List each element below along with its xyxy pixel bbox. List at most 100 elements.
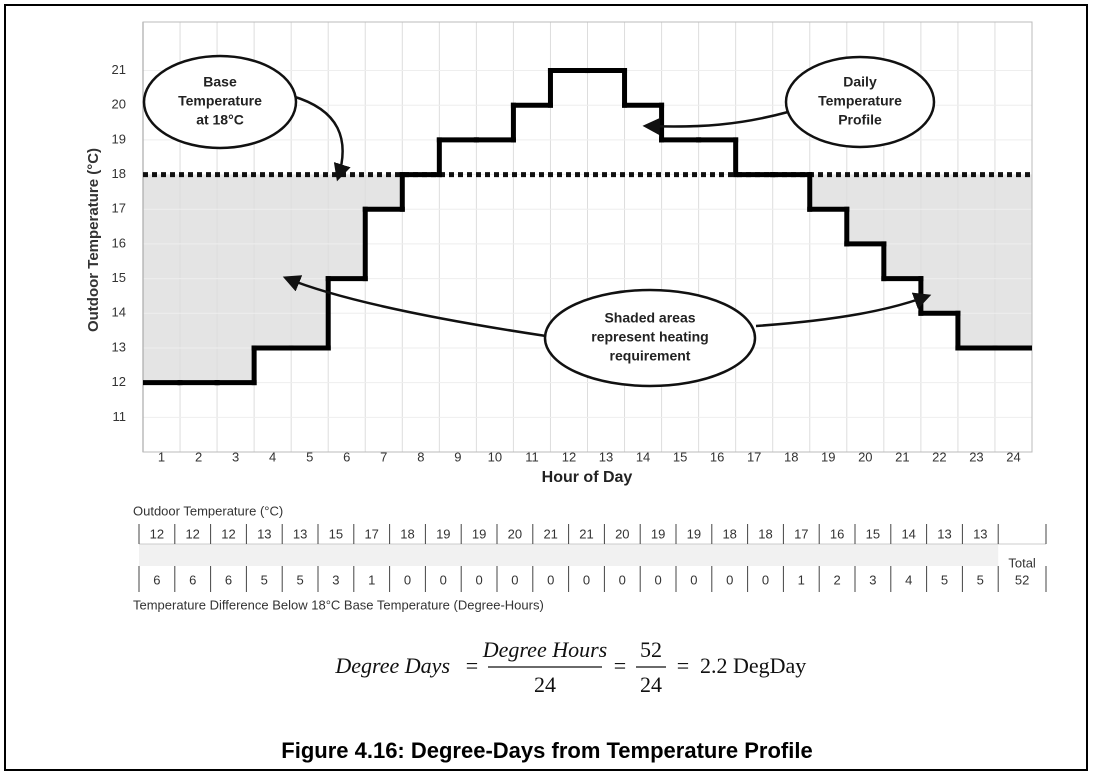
x-tick-label: 14 xyxy=(636,449,650,464)
difference-cell: 0 xyxy=(762,572,769,587)
temperature-cell: 19 xyxy=(436,526,450,541)
y-tick-label: 16 xyxy=(112,235,126,250)
x-tick-label: 21 xyxy=(895,449,909,464)
x-tick-label: 23 xyxy=(969,449,983,464)
difference-cell: 3 xyxy=(332,572,339,587)
difference-cell: 0 xyxy=(404,572,411,587)
temperature-cell: 13 xyxy=(257,526,271,541)
difference-cell: 4 xyxy=(905,572,912,587)
annotation-arrow xyxy=(755,292,932,328)
difference-cell: 5 xyxy=(977,572,984,587)
difference-cell: 6 xyxy=(153,572,160,587)
plot-frame xyxy=(142,21,1033,453)
annotation-text: Shaded areas xyxy=(604,310,695,326)
formula-denominator: 24 xyxy=(640,672,662,697)
y-axis-label: Outdoor Temperature (°C) xyxy=(85,148,102,332)
x-tick-label: 1 xyxy=(158,449,165,464)
x-tick-label: 3 xyxy=(232,449,239,464)
x-tick-label: 6 xyxy=(343,449,350,464)
temperature-cell: 21 xyxy=(543,526,557,541)
temperature-cell: 14 xyxy=(901,526,915,541)
temperature-cell: 13 xyxy=(293,526,307,541)
annotation-text: Temperature xyxy=(178,93,262,109)
annotation-text: requirement xyxy=(610,348,691,364)
x-tick-label: 15 xyxy=(673,449,687,464)
y-tick-label: 14 xyxy=(112,305,126,320)
annotation-arrow xyxy=(642,110,789,136)
difference-cell: 0 xyxy=(619,572,626,587)
x-tick-label: 22 xyxy=(932,449,946,464)
x-tick-label: 18 xyxy=(784,449,798,464)
table-label: Outdoor Temperature (°C) xyxy=(133,503,283,518)
heating-shade xyxy=(883,174,921,279)
temperature-cell: 12 xyxy=(150,526,164,541)
temperature-cell: 16 xyxy=(830,526,844,541)
difference-cell: 0 xyxy=(511,572,518,587)
annotation-text: Profile xyxy=(838,112,882,128)
annotation-text: Temperature xyxy=(818,93,902,109)
temperature-cell: 18 xyxy=(758,526,772,541)
temperature-cell: 18 xyxy=(400,526,414,541)
formula-denominator: 24 xyxy=(534,672,556,697)
total-label: Total xyxy=(1008,555,1036,570)
temperature-cell: 19 xyxy=(651,526,665,541)
x-tick-label: 4 xyxy=(269,449,276,464)
difference-cell: 0 xyxy=(654,572,661,587)
difference-cell: 0 xyxy=(475,572,482,587)
formula-numerator: Degree Hours xyxy=(482,637,607,662)
temperature-cell: 17 xyxy=(794,526,808,541)
difference-cell: 5 xyxy=(941,572,948,587)
x-tick-label: 8 xyxy=(417,449,424,464)
x-tick-label: 9 xyxy=(454,449,461,464)
x-tick-label: 2 xyxy=(195,449,202,464)
y-tick-label: 18 xyxy=(112,166,126,181)
annotation-text: Base xyxy=(203,74,237,90)
difference-cell: 2 xyxy=(833,572,840,587)
figure-title: Figure 4.16: Degree-Days from Temperatur… xyxy=(281,738,812,763)
y-tick-label: 15 xyxy=(112,270,126,285)
x-tick-label: 10 xyxy=(488,449,502,464)
x-tick-label: 13 xyxy=(599,449,613,464)
temperature-cell: 13 xyxy=(937,526,951,541)
difference-cell: 6 xyxy=(189,572,196,587)
difference-cell: 0 xyxy=(440,572,447,587)
x-tick-label: 17 xyxy=(747,449,761,464)
temperature-cell: 15 xyxy=(866,526,880,541)
heating-shade xyxy=(957,174,995,348)
heating-shade xyxy=(291,174,329,348)
formula-eq: = xyxy=(677,653,689,678)
x-tick-label: 11 xyxy=(525,449,539,464)
temperature-cell: 18 xyxy=(722,526,736,541)
y-tick-label: 13 xyxy=(112,339,126,354)
y-tick-label: 17 xyxy=(112,201,126,216)
temperature-cell: 12 xyxy=(185,526,199,541)
x-tick-label: 16 xyxy=(710,449,724,464)
heating-shade xyxy=(809,174,847,210)
x-tick-label: 24 xyxy=(1006,449,1020,464)
annotation-arrow xyxy=(291,94,351,182)
temperature-cell: 19 xyxy=(472,526,486,541)
formula-eq: = xyxy=(466,653,478,678)
x-axis-label: Hour of Day xyxy=(542,469,633,486)
annotation-bubble xyxy=(142,54,298,150)
temperature-cell: 20 xyxy=(508,526,522,541)
annotation-text: at 18°C xyxy=(196,112,244,128)
difference-cell: 3 xyxy=(869,572,876,587)
difference-cell: 0 xyxy=(547,572,554,587)
table-shade xyxy=(139,544,999,566)
difference-cell: 5 xyxy=(261,572,268,587)
difference-cell: 0 xyxy=(583,572,590,587)
annotation-bubble xyxy=(543,288,757,388)
temperature-cell: 17 xyxy=(364,526,378,541)
difference-cell: 1 xyxy=(798,572,805,587)
x-tick-label: 20 xyxy=(858,449,872,464)
annotation-text: represent heating xyxy=(591,329,708,345)
x-tick-label: 7 xyxy=(380,449,387,464)
x-tick-label: 5 xyxy=(306,449,313,464)
formula-eq: = xyxy=(614,653,626,678)
difference-cell: 5 xyxy=(296,572,303,587)
temperature-cell: 20 xyxy=(615,526,629,541)
y-tick-label: 21 xyxy=(112,62,126,77)
annotation-text: Daily xyxy=(843,74,877,90)
